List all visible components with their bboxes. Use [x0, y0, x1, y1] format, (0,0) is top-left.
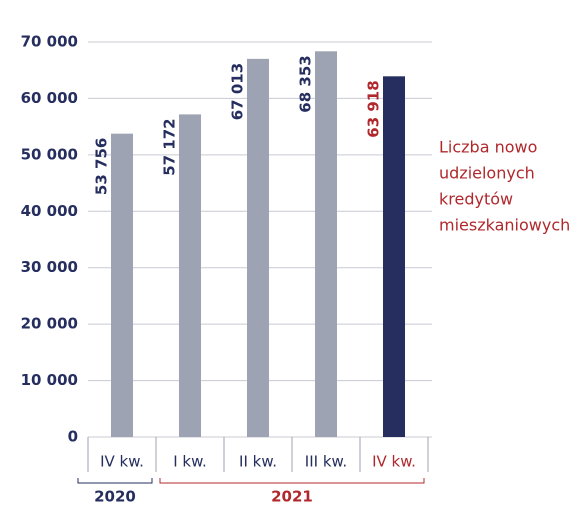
value-label: 68 353 [297, 55, 315, 112]
y-tick-label: 30 000 [21, 258, 78, 276]
value-label: 53 756 [93, 138, 111, 195]
y-tick-label: 70 000 [21, 33, 78, 51]
x-tick-label: III kw. [305, 453, 347, 471]
y-tick-label: 40 000 [21, 202, 78, 220]
y-tick-label: 50 000 [21, 145, 78, 163]
group-label: 2020 [94, 488, 136, 506]
annotation: udzielonych [439, 164, 535, 183]
y-tick-label: 60 000 [21, 89, 78, 107]
x-tick-label: I kw. [173, 453, 207, 471]
bar [247, 58, 269, 437]
annotation: Liczba nowo [439, 138, 537, 157]
bar [179, 114, 201, 438]
group-label: 2021 [271, 488, 313, 506]
x-tick-label: IV kw. [372, 453, 416, 471]
value-label: 57 172 [161, 118, 179, 175]
x-tick-label: IV kw. [100, 453, 144, 471]
group-bracket [77, 478, 153, 484]
bar [315, 51, 337, 437]
value-label: 63 918 [365, 80, 383, 137]
group-bracket [159, 478, 425, 484]
annotation: mieszkaniowych [439, 216, 570, 235]
y-tick-label: 20 000 [21, 315, 78, 333]
x-tick-label: II kw. [239, 453, 277, 471]
annotation: kredytów [439, 190, 513, 209]
bar [111, 133, 133, 437]
bar [383, 76, 405, 437]
value-label: 67 013 [229, 63, 247, 120]
y-tick-label: 10 000 [21, 371, 78, 389]
y-tick-label: 0 [68, 428, 78, 446]
